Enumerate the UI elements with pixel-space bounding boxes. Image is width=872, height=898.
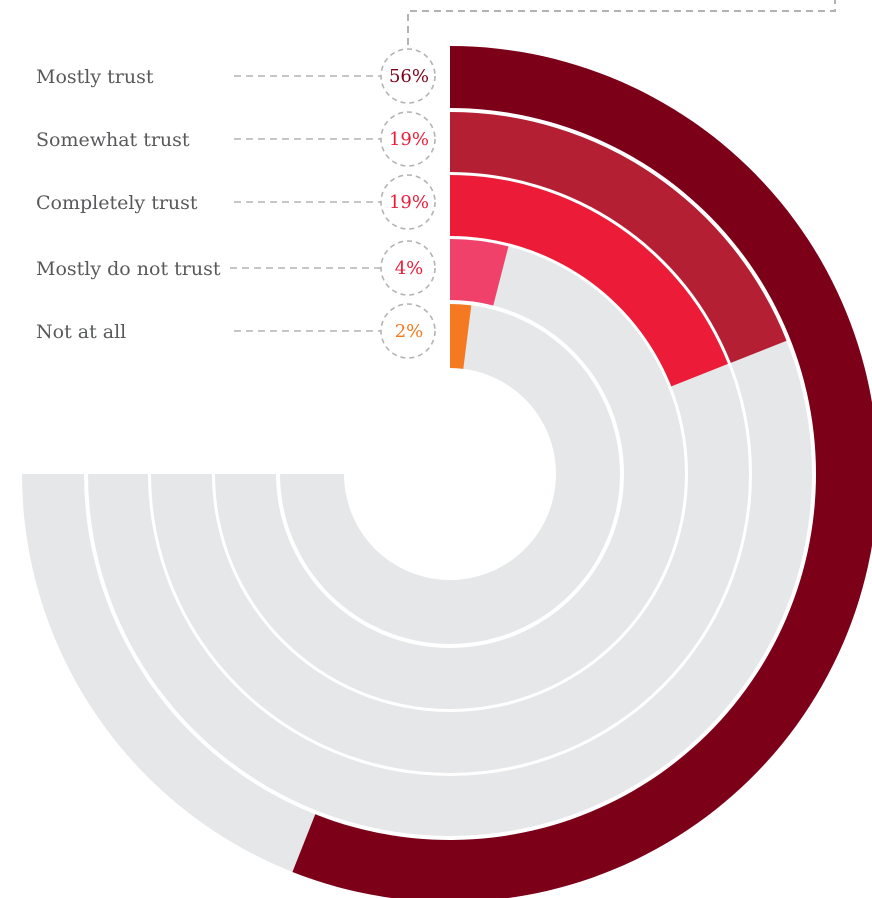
value-label-somewhat-trust: 19% xyxy=(389,129,429,150)
category-label-mostly-do-not-trust: Mostly do not trust xyxy=(36,258,221,280)
value-label-mostly-do-not-trust: 4% xyxy=(395,258,424,279)
bar-mostly-do-not-trust xyxy=(450,239,509,306)
value-label-not-at-all: 2% xyxy=(395,321,424,342)
value-bubble-somewhat-trust xyxy=(380,111,436,167)
value-label-completely-trust: 19% xyxy=(389,192,429,213)
bar-somewhat-trust xyxy=(450,112,787,363)
bar-completely-trust xyxy=(450,175,728,387)
chart-bars xyxy=(292,46,872,898)
value-bubble-mostly-do-not-trust xyxy=(380,240,436,296)
category-label-completely-trust: Completely trust xyxy=(36,192,198,214)
category-label-mostly-trust: Mostly trust xyxy=(36,66,154,88)
chart-connectors xyxy=(407,0,836,45)
category-label-somewhat-trust: Somewhat trust xyxy=(36,129,190,151)
bar-not-at-all xyxy=(450,304,472,369)
chart-labels: Mostly trust 56% Somewhat trust 19% Complete… xyxy=(36,48,436,359)
top-connector-line xyxy=(407,0,836,45)
value-bubble-not-at-all xyxy=(380,303,436,359)
value-bubble-completely-trust xyxy=(380,174,436,230)
track-not-at-all xyxy=(280,304,620,644)
category-label-not-at-all: Not at all xyxy=(36,321,126,343)
value-label-mostly-trust: 56% xyxy=(389,66,429,87)
chart-tracks xyxy=(22,46,872,898)
value-bubble-mostly-trust xyxy=(380,48,436,104)
